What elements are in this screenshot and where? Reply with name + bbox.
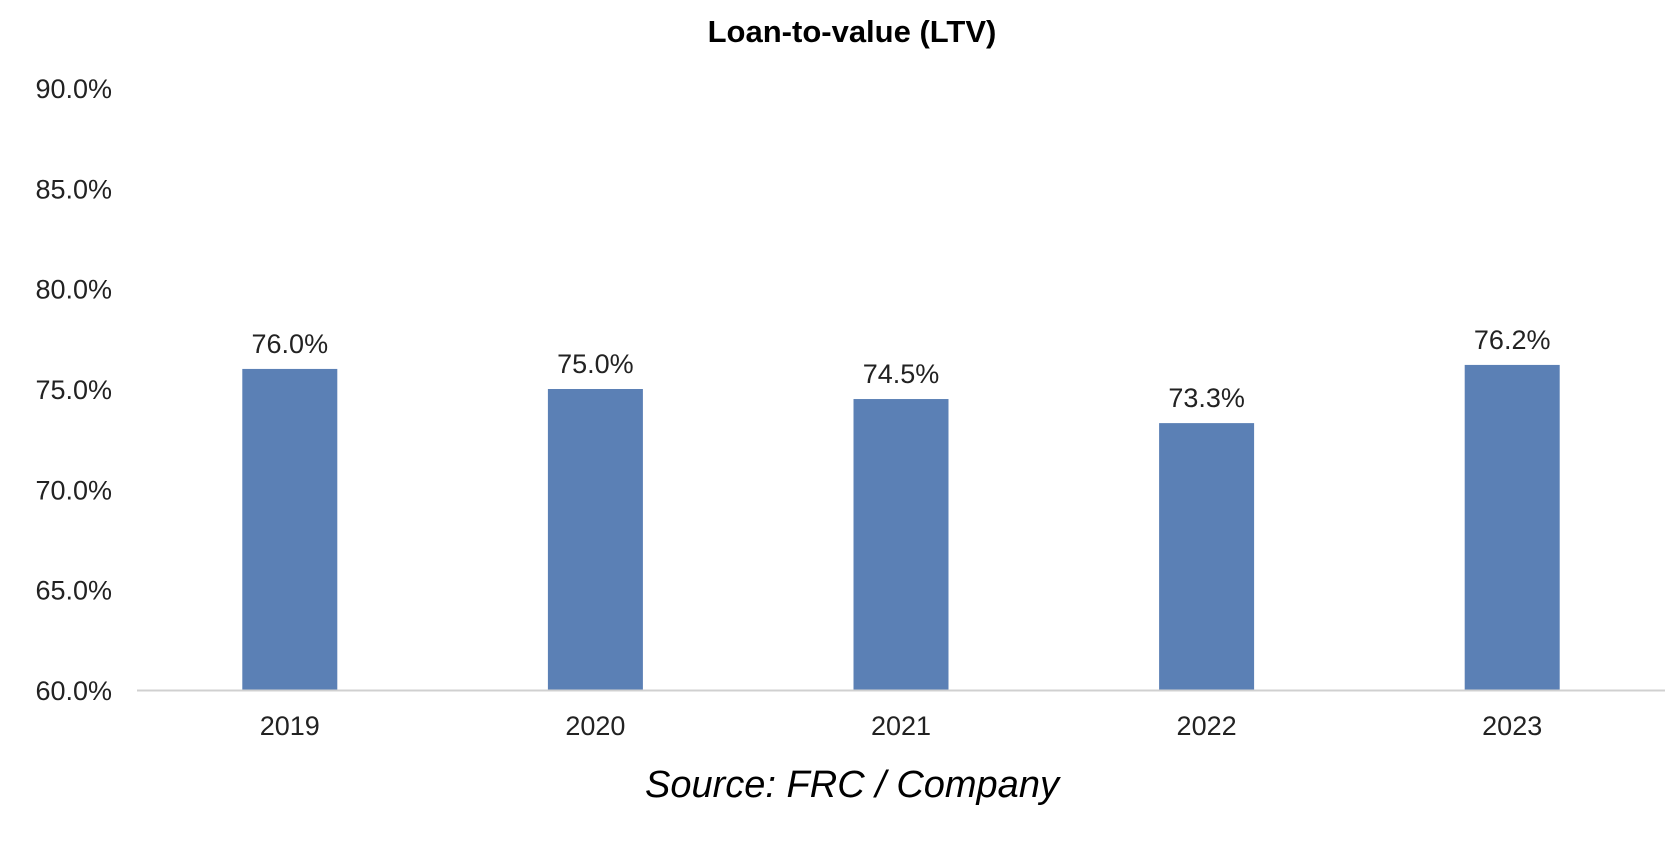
data-label-2019: 76.0% [252, 329, 329, 359]
y-tick-label: 60.0% [35, 676, 112, 706]
bar-2020 [547, 389, 643, 690]
data-label-2020: 75.0% [557, 349, 634, 379]
source-note: Source: FRC / Company [645, 764, 1061, 806]
x-axis-tick-labels: 2019 2020 2021 2022 2023 [260, 711, 1542, 741]
y-tick-label: 85.0% [35, 174, 112, 204]
x-tick-label: 2023 [1482, 711, 1542, 741]
chart-title: Loan-to-value (LTV) [708, 14, 997, 49]
x-tick-label: 2021 [871, 711, 931, 741]
bar-2022 [1159, 423, 1255, 690]
x-tick-label: 2019 [260, 711, 320, 741]
y-tick-label: 65.0% [35, 576, 112, 606]
y-tick-label: 90.0% [35, 74, 112, 104]
y-axis-tick-labels: 90.0% 85.0% 80.0% 75.0% 70.0% 65.0% 60.0% [35, 74, 112, 706]
bar-2023 [1464, 364, 1560, 690]
y-tick-label: 75.0% [35, 375, 112, 405]
bar-2019 [242, 368, 338, 690]
data-label-2023: 76.2% [1474, 325, 1551, 355]
bar-2021 [853, 399, 949, 690]
data-label-2022: 73.3% [1168, 383, 1245, 413]
data-label-2021: 74.5% [863, 359, 940, 389]
y-tick-label: 80.0% [35, 275, 112, 305]
y-tick-label: 70.0% [35, 475, 112, 505]
x-tick-label: 2020 [565, 711, 625, 741]
x-tick-label: 2022 [1177, 711, 1237, 741]
data-labels: 76.0% 75.0% 74.5% 73.3% 76.2% [252, 325, 1551, 413]
bars [242, 364, 1560, 690]
